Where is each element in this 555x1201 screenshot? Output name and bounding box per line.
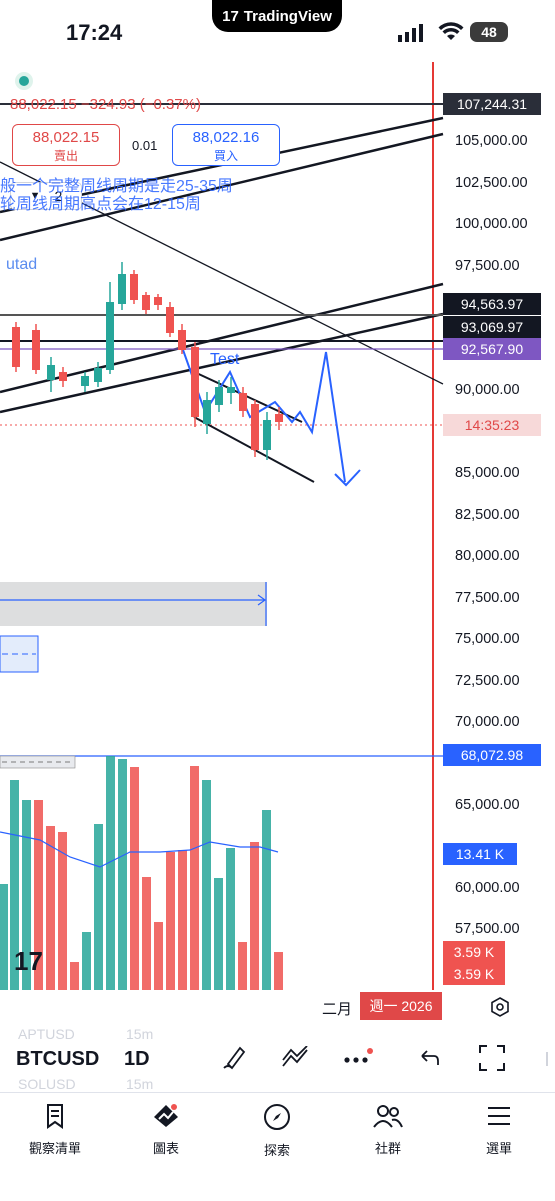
volume-ma-label: 13.41 K <box>443 843 517 865</box>
axis-tick: 75,000.00 <box>455 631 520 647</box>
axis-tick: 72,500.00 <box>455 673 520 689</box>
undo-icon[interactable] <box>418 1046 442 1070</box>
tab-community[interactable]: 社群 <box>348 1103 428 1157</box>
wifi-icon <box>438 22 464 40</box>
axis-tick: 97,500.00 <box>455 258 520 274</box>
axis-tick: 80,000.00 <box>455 548 520 564</box>
price-label-107244: 107,244.31 <box>443 93 541 115</box>
candles <box>12 262 283 460</box>
status-time: 17:24 <box>66 20 123 45</box>
tab-chart[interactable]: 圖表 <box>126 1103 206 1157</box>
volume-label-1: 3.59 K <box>443 941 505 963</box>
time-axis[interactable]: 二月 週一 2026 <box>0 990 555 1026</box>
chart-toolbar: APTUSD 15m BTCUSD 1D SOLUSD 15m <box>0 1026 555 1092</box>
price-chart[interactable]: 88,022.15 −324.93 (−0.37%) 88,022.15 賣出 … <box>0 62 555 990</box>
compass-icon <box>264 1104 290 1130</box>
indicator-count: 2 <box>54 188 63 204</box>
axis-tick: 82,500.00 <box>455 507 520 523</box>
interval-button[interactable]: 1D <box>124 1048 150 1070</box>
toolbar-overflow-indicator <box>546 1052 555 1066</box>
tradingview-logo-icon: 17 <box>222 7 239 25</box>
trendline-upper-2 <box>0 132 444 242</box>
community-icon <box>373 1105 403 1128</box>
fullscreen-icon[interactable] <box>478 1044 506 1072</box>
axis-tick: 57,500.00 <box>455 921 520 937</box>
cellular-signal-icon <box>398 24 423 42</box>
ghost-interval-2: 15m <box>126 1076 154 1092</box>
range-box-1 <box>0 582 267 626</box>
range-box-2 <box>0 635 39 673</box>
ghost-symbol-1: APTUSD <box>18 1026 75 1042</box>
axis-tick: 70,000.00 <box>455 714 520 730</box>
tab-watchlist[interactable]: 觀察清單 <box>15 1103 95 1157</box>
sell-price: 88,022.15 <box>32 129 100 146</box>
symbol-button[interactable]: BTCUSD <box>16 1048 100 1070</box>
label-test: Test <box>210 351 240 368</box>
app-pill-label: TradingView <box>243 7 332 25</box>
axis-tick: 77,500.00 <box>455 590 520 606</box>
projection-arrowhead <box>334 469 361 487</box>
axis-tick: 65,000.00 <box>455 797 520 813</box>
buy-price: 88,022.16 <box>192 129 260 146</box>
crosshair-date-label: 週一 2026 <box>360 992 442 1020</box>
sell-label: 賣出 <box>53 149 78 163</box>
ghost-symbol-2: SOLUSD <box>18 1076 76 1092</box>
annotation-line-2: 轮周线周期高点会在12-15周 <box>0 196 201 213</box>
settings-hexagon-icon[interactable] <box>489 996 511 1018</box>
month-label: 二月 <box>322 1001 353 1018</box>
menu-icon <box>488 1107 510 1125</box>
trendline-mid-2 <box>0 312 444 414</box>
axis-tick: 60,000.00 <box>455 880 520 896</box>
tab-label: 探索 <box>263 1143 290 1158</box>
indicator-toggle[interactable]: ▼ 2 <box>10 182 82 210</box>
buy-label: 買入 <box>213 149 238 163</box>
ghost-interval-1: 15m <box>126 1026 154 1042</box>
spread-value: 0.01 <box>132 138 158 153</box>
chart-canvas[interactable] <box>0 62 555 990</box>
tab-label: 圖表 <box>152 1141 179 1156</box>
tab-label: 社群 <box>374 1141 401 1156</box>
brush-draw-icon[interactable] <box>222 1044 248 1070</box>
drawing-tools-icon[interactable] <box>281 1046 311 1070</box>
axis-tick: 90,000.00 <box>455 382 520 398</box>
status-bar: 17:24 17 TradingView 48 <box>0 0 555 62</box>
price-label-92567: 92,567.90 <box>443 338 541 360</box>
volume-label-2: 3.59 K <box>443 963 505 985</box>
label-utad: utad <box>6 256 38 273</box>
annotation-line-1: 般一个完整周线周期是走25-35周 <box>0 178 233 195</box>
bottom-tab-bar: 觀察清單 圖表 探索 社群 選單 <box>0 1092 555 1201</box>
volume-ma-line <box>0 831 279 868</box>
axis-tick: 105,000.00 <box>455 133 528 149</box>
axis-tick: 100,000.00 <box>455 216 528 232</box>
chevron-down-icon: ▼ <box>29 190 41 202</box>
tab-explore[interactable]: 探索 <box>237 1103 317 1159</box>
price-label-93069: 93,069.97 <box>443 316 541 338</box>
price-label-68072: 68,072.98 <box>443 744 541 766</box>
axis-tick: 85,000.00 <box>455 465 520 481</box>
countdown-label: 14:35:23 <box>443 414 541 436</box>
app-pill: 17 TradingView <box>212 0 342 32</box>
battery-indicator: 48 <box>470 22 508 42</box>
buy-button[interactable]: 88,022.16 買入 <box>172 124 280 166</box>
quote-line: 88,022.15 −324.93 (−0.37%) <box>10 96 201 113</box>
price-label-94563: 94,563.97 <box>443 293 541 315</box>
tab-label: 觀察清單 <box>28 1141 81 1156</box>
chart-icon <box>154 1104 178 1127</box>
sell-button[interactable]: 88,022.15 賣出 <box>12 124 120 166</box>
tradingview-watermark-logo: 17 <box>14 946 43 976</box>
watchlist-icon <box>47 1104 63 1129</box>
volume-bars <box>0 756 283 990</box>
tab-menu[interactable]: 選單 <box>459 1103 539 1157</box>
tab-label: 選單 <box>485 1141 512 1156</box>
axis-tick: 102,500.00 <box>455 175 528 191</box>
trendline-mid-1 <box>0 282 444 394</box>
more-options-icon[interactable] <box>342 1048 376 1068</box>
